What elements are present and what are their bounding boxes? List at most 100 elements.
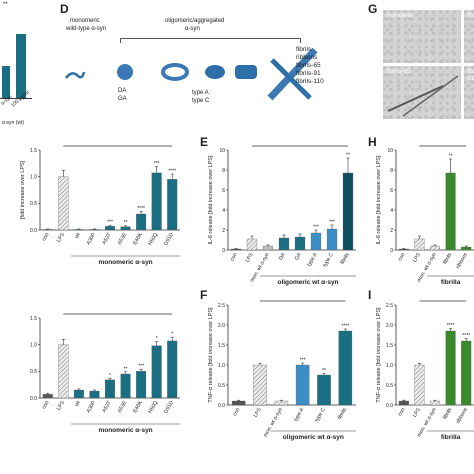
em-image-fibrils-91: fibrils-91 (464, 66, 474, 119)
h-bar-3 (445, 172, 456, 251)
e-xtick-label-5: type A (306, 252, 319, 268)
e-xtick-label-3: DA (278, 252, 287, 262)
d-bottom-bar-4 (105, 379, 115, 399)
f-xtick-label-5: fibrils (337, 407, 348, 421)
d-top-sig-7: *** (154, 161, 160, 167)
d-bottom-xtick-label-3: A30P (86, 400, 98, 414)
fibril-type-65: fibrils-65 (296, 62, 321, 69)
d-top-sig-5: ** (124, 220, 128, 226)
i-bar-4 (461, 340, 472, 406)
e-bar-5 (310, 232, 322, 251)
h-xtick-label-4: ribbons (455, 252, 469, 270)
e-xtick-label-0: con (229, 252, 238, 262)
wild-type-label: wild-type α-syn (66, 26, 107, 32)
i-bar-3 (445, 330, 456, 406)
d-bottom-bar-7 (151, 345, 162, 399)
d-top-bar-6 (136, 213, 147, 231)
d-top-sig-8: **** (168, 169, 176, 175)
f-bar-4 (317, 374, 331, 406)
d-top-ylabel: [fold increase over LPS] (20, 160, 26, 219)
e-xtick-label-4: GA (294, 252, 303, 262)
d-top-ytick-label-0: 0.0 (30, 228, 37, 234)
oligomeric-label: oligomeric/aggregated (165, 18, 225, 24)
e-xtick-label-6: type C (322, 252, 335, 268)
e-bar-4 (294, 236, 306, 251)
e-bar-1 (246, 238, 258, 251)
d-top-xtick-label-6: E46K (132, 232, 144, 246)
d-bottom-xtick-label-2: wt (74, 400, 82, 408)
e-ytick-label-0: 0 (222, 248, 225, 254)
e-ytick-label-3: 6 (222, 188, 225, 194)
schematic: monomeric wild-type α-syn oligomeric/agg… (60, 10, 350, 120)
bracket-line (120, 38, 300, 39)
panel-label-g: G (368, 2, 378, 16)
e-bar-2 (262, 245, 274, 251)
d-bottom-ytick-label-3: 1.5 (30, 316, 37, 322)
d-top-sig-6: **** (137, 206, 145, 212)
f-xtick-label-3: type A (293, 407, 306, 423)
i-ytick-label-5: 2.5 (386, 303, 393, 309)
e-ylabel: IL-6 release [fold increase over LPS] (208, 155, 214, 244)
f-ytick-label-2: 1.0 (218, 363, 225, 369)
f-group-label: oligomeric wt α-syn (283, 434, 344, 441)
f-bar-0 (231, 400, 246, 406)
em-image-fibrils-65: fibrils-65 (383, 66, 461, 119)
d-bottom-bar-5 (120, 373, 131, 399)
f-xtick-label-2: mon. wt α-syn (263, 407, 284, 438)
f-sig-4: ** (322, 368, 326, 374)
i-sig-4: **** (462, 333, 470, 339)
h-bar-2 (430, 245, 440, 251)
em-label-monomer: monomer (386, 12, 414, 19)
d-bottom-bar-3 (89, 390, 100, 399)
h-ytick-label-2: 4 (390, 208, 393, 214)
f-ytick-label-1: 0.5 (218, 383, 225, 389)
em-image-fibrils: fibrils (464, 10, 474, 63)
corner-label-3: α-syn (wt) (2, 120, 25, 126)
panel-label-i: I (368, 288, 372, 302)
e-ytick-label-4: 8 (222, 168, 225, 174)
f-ytick-label-5: 2.5 (218, 303, 225, 309)
d-bottom-ytick-label-2: 1.0 (30, 342, 37, 348)
em-label-fibrils-65: fibrils-65 (386, 68, 411, 75)
h-bar-0 (398, 248, 409, 251)
d-bottom-bar-1 (58, 344, 69, 399)
d-top-xtick-label-3: A30P (86, 232, 98, 246)
e-sig-7: ** (346, 153, 350, 159)
fibril-strands-65 (387, 75, 459, 117)
fibril-type-list: fibrils ribbons fibrils-65 fibrils-91 fi… (296, 46, 324, 86)
em-label-fibrils: fibrils (467, 12, 474, 19)
d-bottom-bar-2 (73, 389, 84, 399)
d-bottom-ytick-label-0: 0.0 (30, 396, 37, 402)
i-ytick-label-4: 2.0 (386, 323, 393, 329)
e-ytick-label-2: 4 (222, 208, 225, 214)
f-xtick-label-0: con (232, 407, 241, 417)
d-top-bar-4 (105, 226, 115, 231)
f-bar-5 (338, 330, 353, 406)
corner-bar-1 (2, 66, 10, 98)
i-bar-2 (430, 400, 440, 406)
d-top-xtick-label-4: A53T (101, 231, 113, 245)
e-ytick-label-1: 2 (222, 228, 225, 234)
d-top-bar-8 (167, 179, 178, 231)
panel-label-f: F (200, 288, 208, 302)
panel-label-h: H (368, 135, 377, 149)
monomeric-label: monomeric (70, 18, 100, 24)
type-a-label: type A (192, 90, 209, 96)
f-bar-1 (253, 364, 267, 406)
d-top-ytick-label-3: 1.5 (30, 148, 37, 154)
d-top-bar-7 (151, 172, 162, 231)
i-bar-1 (414, 364, 425, 406)
e-bar-0 (230, 248, 242, 251)
h-sig-3: ** (449, 154, 453, 160)
d-bottom-sig-7: * (156, 336, 158, 342)
d-bottom-xtick-label-5: A53E (117, 400, 129, 414)
i-xtick-label-0: con (397, 407, 406, 417)
h-ytick-label-4: 8 (390, 168, 393, 174)
significance-stars: ** (3, 2, 8, 8)
panel-label-d: D (60, 2, 69, 16)
h-bar-1 (414, 238, 425, 251)
h-ytick-label-3: 6 (390, 188, 393, 194)
d-top-xtick-label-0: con (41, 232, 50, 242)
i-bar-0 (398, 400, 409, 406)
